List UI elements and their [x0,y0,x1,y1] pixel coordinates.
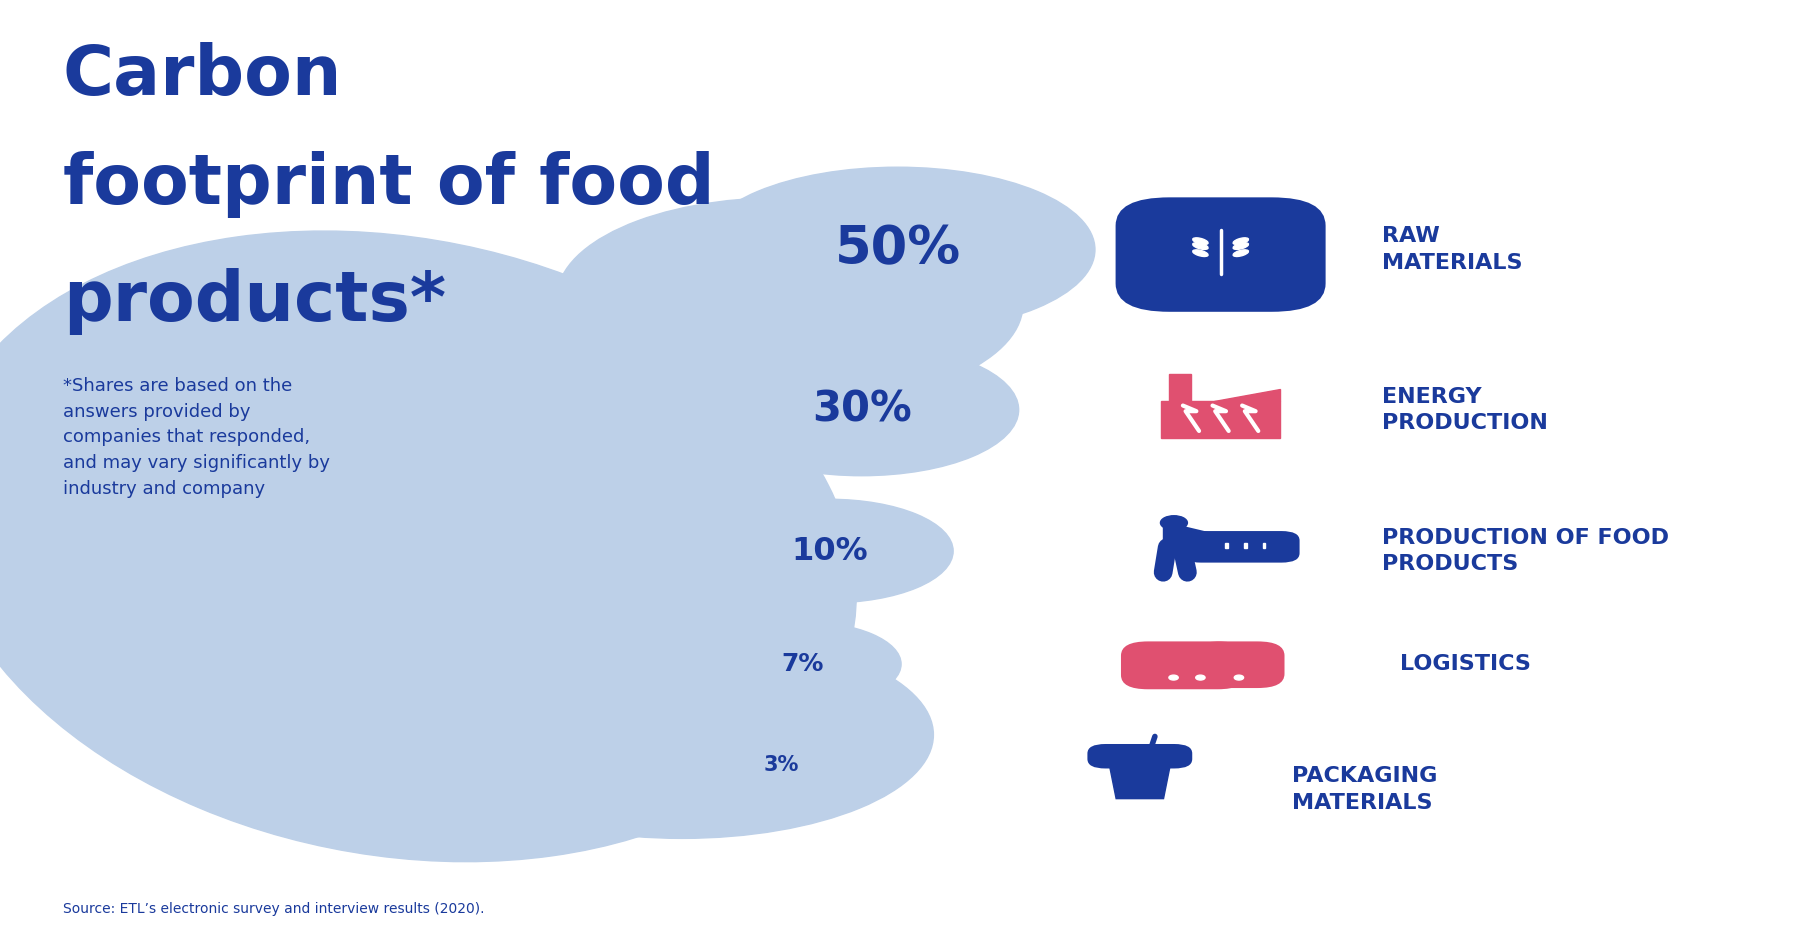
FancyBboxPatch shape [1088,744,1192,769]
FancyBboxPatch shape [1122,642,1246,690]
Bar [1226,543,1228,548]
Bar [1264,543,1265,548]
Ellipse shape [0,231,856,862]
Ellipse shape [1235,675,1244,680]
Ellipse shape [704,344,1020,476]
Ellipse shape [704,622,901,706]
Bar [1170,375,1192,401]
Text: products*: products* [63,268,445,335]
Ellipse shape [1195,675,1204,680]
Bar [1244,543,1246,548]
Polygon shape [1213,389,1280,401]
FancyBboxPatch shape [1194,642,1285,688]
Ellipse shape [1192,250,1208,256]
Ellipse shape [1233,250,1249,256]
Text: PACKAGING
MATERIALS: PACKAGING MATERIALS [1292,766,1438,813]
Ellipse shape [1192,673,1210,682]
FancyBboxPatch shape [1183,531,1300,562]
Ellipse shape [1233,237,1249,245]
Ellipse shape [1169,675,1178,680]
Text: 30%: 30% [811,389,912,430]
Text: RAW
MATERIALS: RAW MATERIALS [1382,226,1522,273]
Ellipse shape [1192,243,1208,250]
Ellipse shape [700,168,1095,332]
Text: Source: ETL’s electronic survey and interview results (2020).: Source: ETL’s electronic survey and inte… [63,901,485,916]
Text: LOGISTICS: LOGISTICS [1400,654,1531,674]
Text: 3%: 3% [763,755,799,775]
Text: 50%: 50% [835,223,960,276]
Bar [1231,543,1244,548]
Polygon shape [1108,755,1172,799]
Ellipse shape [1233,243,1249,250]
Bar [1163,523,1185,547]
Bar [1249,543,1264,548]
Text: ENERGY
PRODUCTION: ENERGY PRODUCTION [1382,386,1547,433]
Text: PRODUCTION OF FOOD
PRODUCTS: PRODUCTION OF FOOD PRODUCTS [1382,528,1669,575]
Bar [1161,401,1280,438]
Bar [1204,219,1237,226]
Ellipse shape [1206,212,1235,220]
FancyBboxPatch shape [1116,198,1325,312]
Text: Carbon: Carbon [63,42,343,109]
Text: 10%: 10% [792,536,867,566]
Ellipse shape [1192,237,1208,245]
Ellipse shape [705,499,953,603]
Text: footprint of food: footprint of food [63,151,714,218]
Ellipse shape [1230,673,1248,682]
Ellipse shape [1165,673,1183,682]
Text: 7%: 7% [781,652,824,676]
Text: *Shares are based on the
answers provided by
companies that responded,
and may v: *Shares are based on the answers provide… [63,377,330,497]
Ellipse shape [1160,516,1188,529]
Ellipse shape [431,631,933,838]
Ellipse shape [556,198,1023,405]
Ellipse shape [700,731,862,799]
Bar [1212,543,1224,548]
